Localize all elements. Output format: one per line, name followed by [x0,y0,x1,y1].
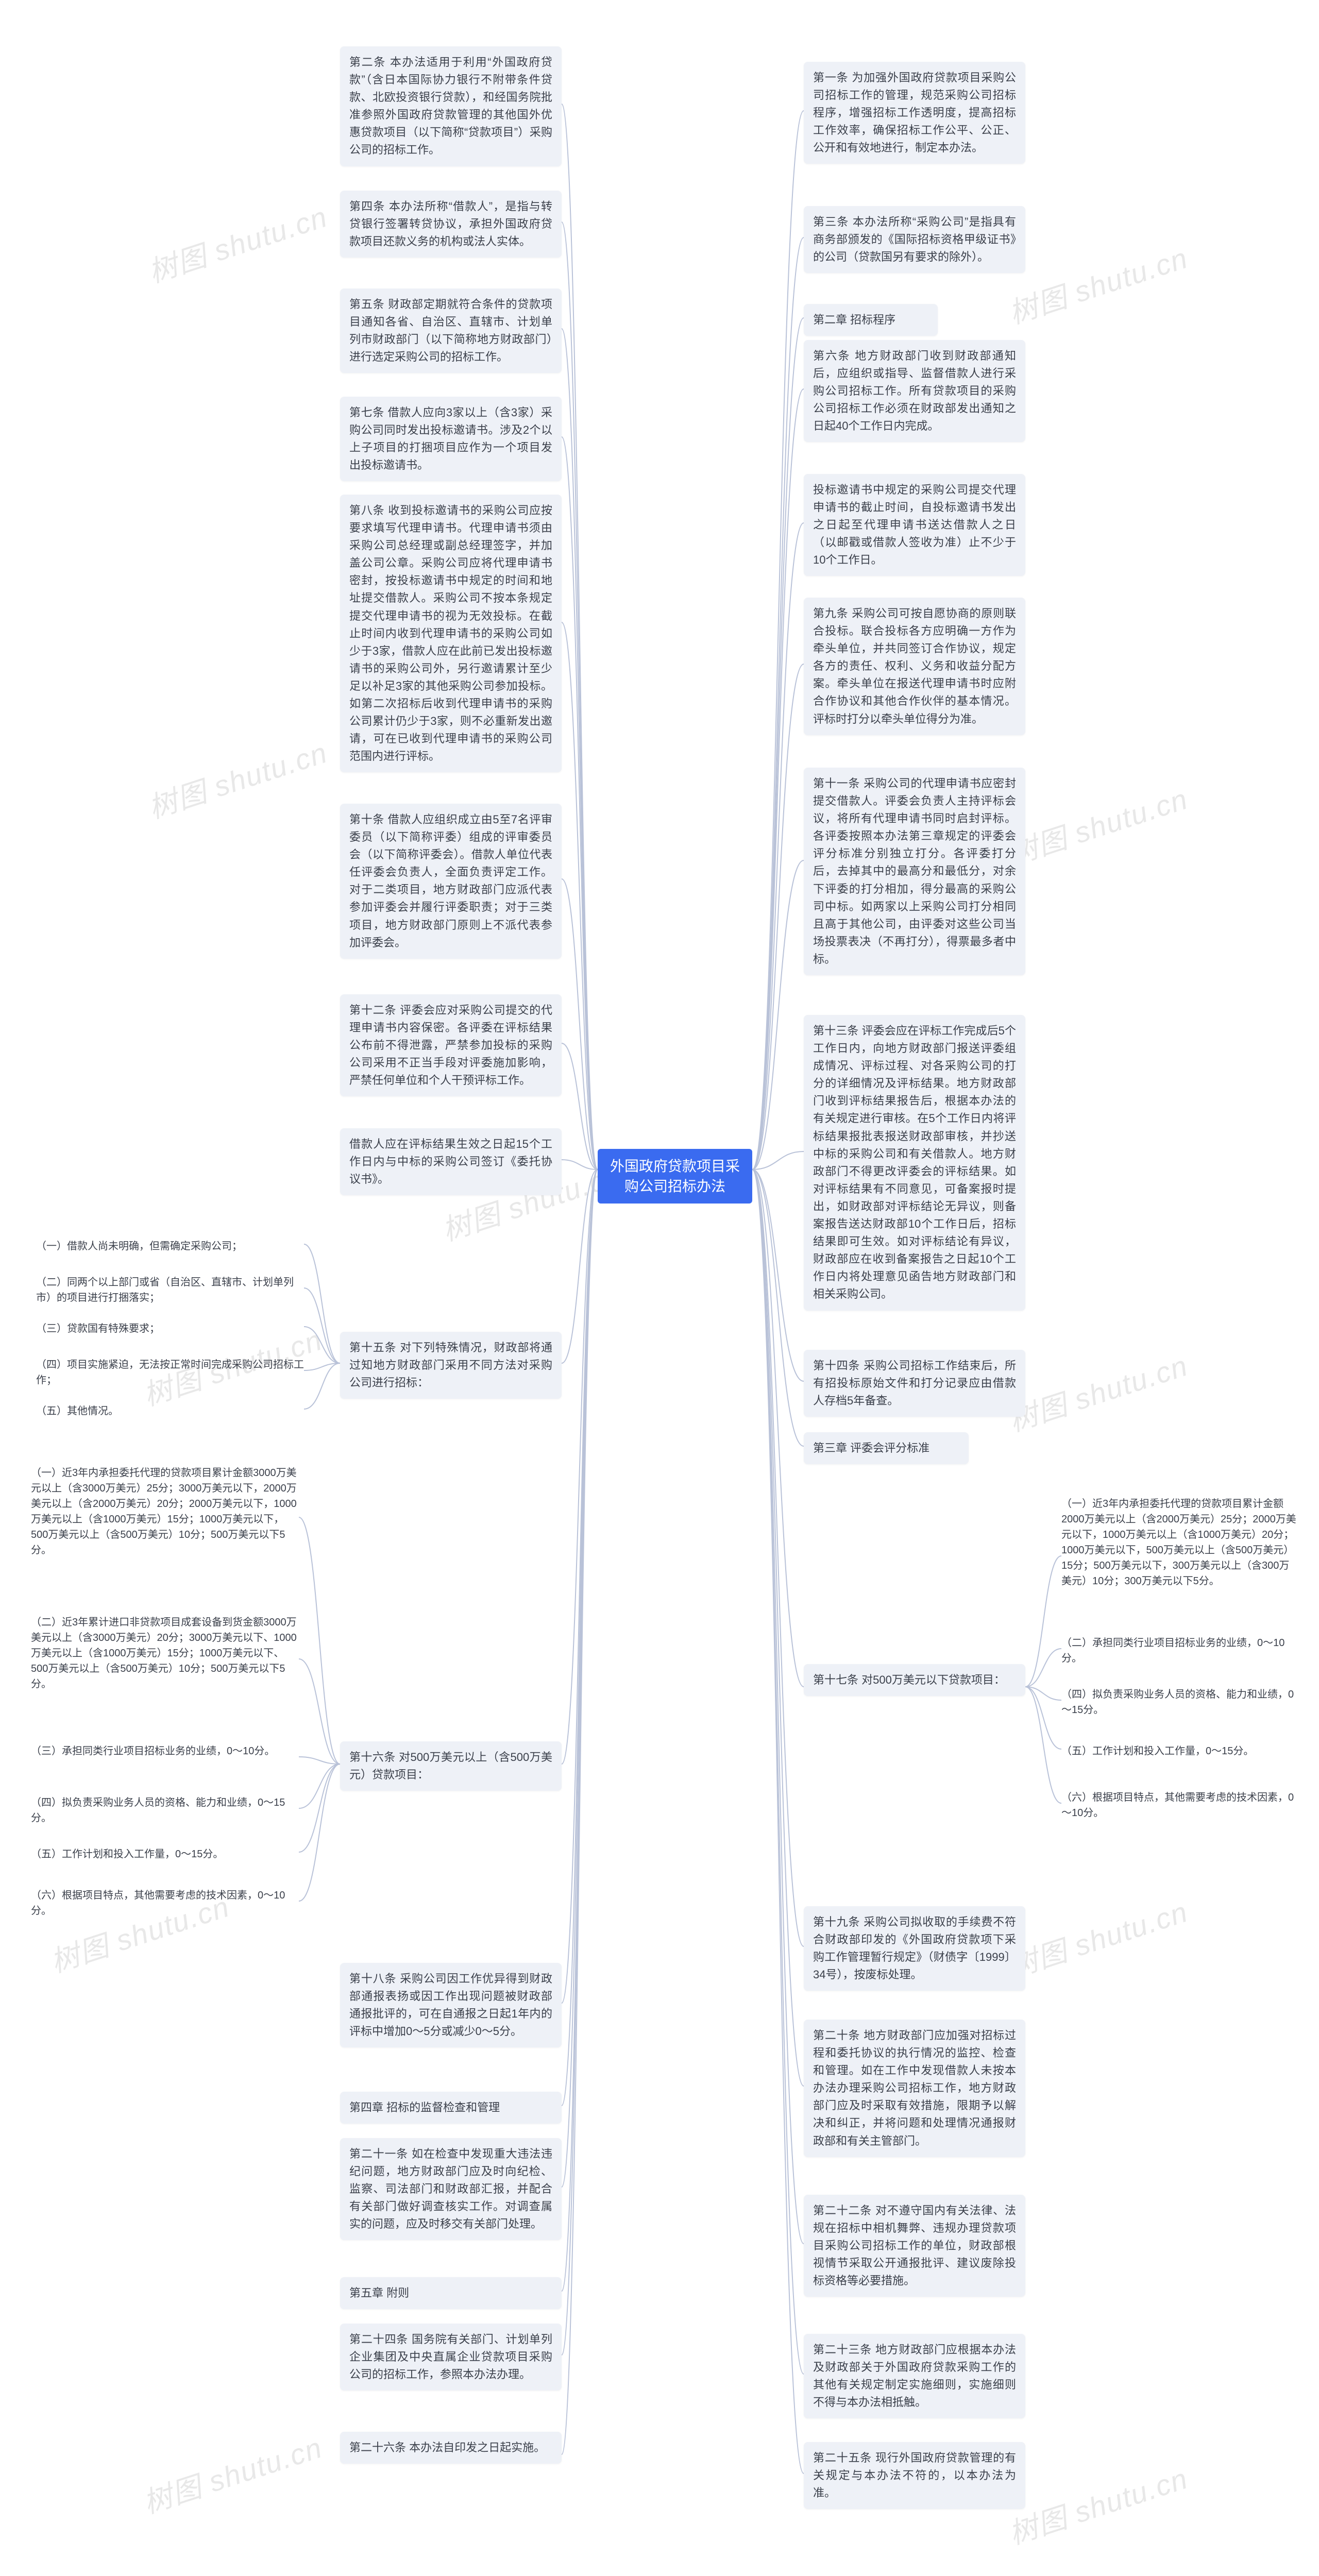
watermark: 树图 shutu.cn [1003,235,1193,332]
node-R14: 第二十二条 对不遵守国内有关法律、法规在招标中相机舞弊、违规办理贷款项目采购公司… [804,2195,1025,2297]
leaf-L10a: （一）近3年内承担委托代理的贷款项目累计金额3000万美元以上（含3000万美元… [31,1463,299,1560]
node-L9: 第十五条 对下列特殊情况，财政部将通过知地方财政部门采用不同方法对采购公司进行招… [340,1332,562,1399]
leaf-L9d: （四）项目实施紧迫，无法按正常时间完成采购公司招标工作； [36,1355,304,1390]
leaf-L10c: （三）承担同类行业项目招标业务的业绩，0～10分。 [31,1741,299,1761]
node-R3: 第二章 招标程序 [804,304,938,336]
leaf-L9b: （二）同两个以上部门或省（自治区、直辖市、计划单列市）的项目进行打捆落实； [36,1273,304,1308]
leaf-L9c: （三）贷款国有特殊要求； [36,1319,304,1338]
node-L7: 第十二条 评委会应对采购公司提交的代理申请书内容保密。各评委在评标结果公布前不得… [340,994,562,1096]
node-L2: 第四条 本办法所称“借款人”，是指与转贷银行签署转贷协议，承担外国政府贷款项目还… [340,191,562,258]
node-R7: 第十一条 采购公司的代理申请书应密封提交借款人。评委会负责人主持评标会议，将所有… [804,768,1025,975]
node-R5: 投标邀请书中规定的采购公司提交代理申请书的截止时间，自投标邀请书发出之日起至代理… [804,474,1025,576]
node-R8: 第十三条 评委会应在评标工作完成后5个工作日内，向地方财政部门报送评委组成情况、… [804,1015,1025,1311]
leaf-L9a: （一）借款人尚未明确，但需确定采购公司； [36,1236,304,1256]
node-L13: 第二十一条 如在检查中发现重大违法违纪问题，地方财政部门应及时向纪检、监察、司法… [340,2138,562,2240]
leaf-L10b: （二）近3年累计进口非贷款项目成套设备到货金额3000万美元以上（含3000万美… [31,1613,299,1694]
node-R4: 第六条 地方财政部门收到财政部通知后，应组织或指导、监督借款人进行采购公司招标工… [804,340,1025,442]
node-L14: 第五章 附则 [340,2277,562,2309]
node-L1: 第二条 本办法适用于利用“外国政府贷款”（含日本国际协力银行不附带条件贷款、北欧… [340,46,562,166]
node-R15: 第二十三条 地方财政部门应根据本办法及财政部关于外国政府贷款采购工作的其他有关规… [804,2334,1025,2418]
node-R9: 第十四条 采购公司招标工作结束后，所有招投标原始文件和打分记录应由借款人存档5年… [804,1350,1025,1417]
node-R12: 第十九条 采购公司拟收取的手续费不符合财政部印发的《外国政府贷款项下采购工作管理… [804,1906,1025,1991]
node-R10: 第三章 评委会评分标准 [804,1432,969,1464]
node-R2: 第三条 本办法所称“采购公司”是指具有商务部颁发的《国际招标资格甲级证书》的公司… [804,206,1025,273]
node-L6: 第十条 借款人应组织成立由5至7名评审委员（以下简称评委）组成的评审委员会（以下… [340,804,562,959]
leaf-L10d: （四）拟负责采购业务人员的资格、能力和业绩，0～15分。 [31,1793,299,1828]
watermark: 树图 shutu.cn [142,730,332,827]
node-L3: 第五条 财政部定期就符合条件的贷款项目通知各省、自治区、直辖市、计划单列市财政部… [340,289,562,373]
node-R16: 第二十五条 现行外国政府贷款管理的有关规定与本办法不符的，以本办法为准。 [804,2442,1025,2509]
node-L16: 第二十六条 本办法自印发之日起实施。 [340,2432,562,2464]
watermark: 树图 shutu.cn [1003,2455,1193,2553]
node-L8: 借款人应在评标结果生效之日起15个工作日内与中标的采购公司签订《委托协议书》。 [340,1128,562,1195]
node-L4: 第七条 借款人应向3家以上（含3家）采购公司同时发出投标邀请书。涉及2个以上子项… [340,397,562,481]
leaf-R11c: （四）拟负责采购业务人员的资格、能力和业绩，0～15分。 [1061,1685,1298,1720]
center-node: 外国政府贷款项目采购公司招标办法 [598,1149,752,1204]
watermark: 树图 shutu.cn [1003,776,1193,873]
watermark: 树图 shutu.cn [1003,1889,1193,1986]
leaf-R11d: （五）工作计划和投入工作量，0～15分。 [1061,1741,1298,1761]
node-L15: 第二十四条 国务院有关部门、计划单列企业集团及中央直属企业贷款项目采购公司的招标… [340,2324,562,2391]
node-R6: 第九条 采购公司可按自愿协商的原则联合投标。联合投标各方应明确一方作为牵头单位，… [804,598,1025,735]
leaf-R11e: （六）根据项目特点，其他需要考虑的技术因素，0～10分。 [1061,1788,1298,1823]
leaf-R11a: （一）近3年内承担委托代理的贷款项目累计金额2000万美元以上（含2000万美元… [1061,1494,1298,1591]
leaf-L9e: （五）其他情况。 [36,1401,304,1421]
node-L12: 第四章 招标的监督检查和管理 [340,2092,562,2124]
watermark: 树图 shutu.cn [1003,1343,1193,1440]
node-L11: 第十八条 采购公司因工作优异得到财政部通报表扬或因工作出现问题被财政部通报批评的… [340,1963,562,2047]
leaf-R11b: （二）承担同类行业项目招标业务的业绩，0～10分。 [1061,1633,1298,1668]
leaf-L10e: （五）工作计划和投入工作量，0～15分。 [31,1844,299,1864]
leaf-L10f: （六）根据项目特点，其他需要考虑的技术因素，0～10分。 [31,1886,299,1921]
node-R1: 第一条 为加强外国政府贷款项目采购公司招标工作的管理，规范采购公司招标程序，增强… [804,62,1025,164]
watermark: 树图 shutu.cn [137,2425,327,2522]
node-R11: 第十七条 对500万美元以下贷款项目： [804,1664,1025,1696]
node-L5: 第八条 收到投标邀请书的采购公司应按要求填写代理申请书。代理申请书须由采购公司总… [340,495,562,772]
node-R13: 第二十条 地方财政部门应加强对招标过程和委托协议的执行情况的监控、检查和管理。如… [804,2020,1025,2157]
watermark: 树图 shutu.cn [142,194,332,291]
node-L10: 第十六条 对500万美元以上（含500万美元）贷款项目： [340,1741,562,1791]
